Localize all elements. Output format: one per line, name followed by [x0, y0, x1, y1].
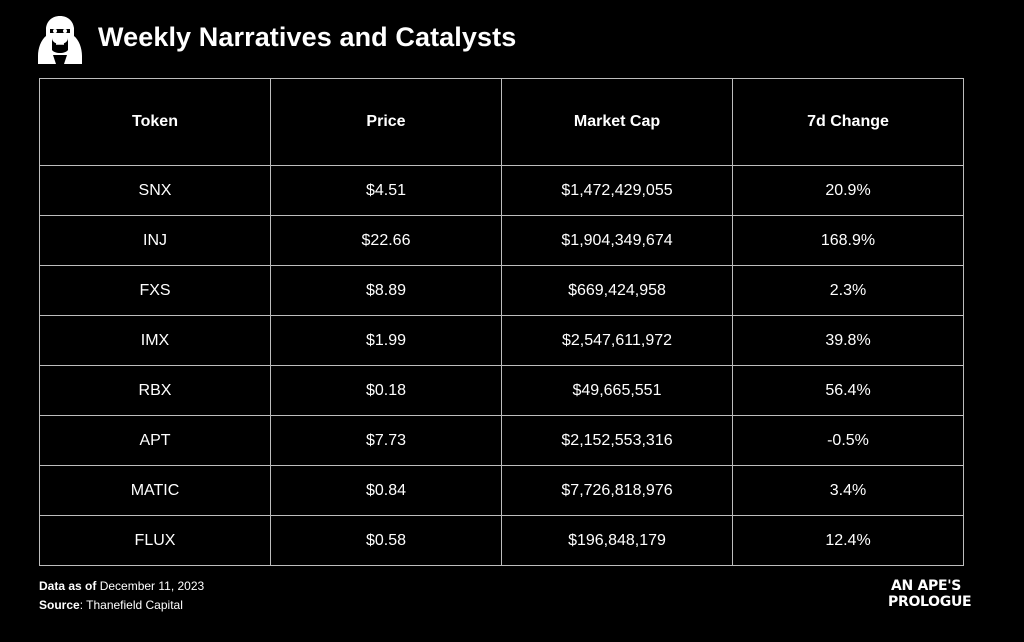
brand-line-2: PROLOGUE	[888, 594, 972, 610]
market-cap-cell: $49,665,551	[501, 365, 733, 416]
table-row: APT $7.73 $2,152,553,316 -0.5%	[39, 415, 964, 466]
column-header-token: Token	[39, 78, 271, 166]
table-row: INJ $22.66 $1,904,349,674 168.9%	[39, 215, 964, 266]
change-cell: 2.3%	[732, 265, 964, 316]
market-cap-cell: $1,472,429,055	[501, 165, 733, 216]
change-cell: 168.9%	[732, 215, 964, 266]
token-cell: RBX	[39, 365, 271, 416]
table-header-row: Token Price Market Cap 7d Change	[39, 78, 964, 166]
change-cell: -0.5%	[732, 415, 964, 466]
table-row: RBX $0.18 $49,665,551 56.4%	[39, 365, 964, 416]
price-cell: $22.66	[270, 215, 502, 266]
price-cell: $4.51	[270, 165, 502, 216]
price-cell: $1.99	[270, 315, 502, 366]
price-cell: $0.58	[270, 515, 502, 566]
token-cell: FXS	[39, 265, 271, 316]
table-row: FLUX $0.58 $196,848,179 12.4%	[39, 515, 964, 566]
market-cap-cell: $2,547,611,972	[501, 315, 733, 366]
price-cell: $0.18	[270, 365, 502, 416]
change-cell: 3.4%	[732, 465, 964, 516]
token-cell: MATIC	[39, 465, 271, 516]
table-row: IMX $1.99 $2,547,611,972 39.8%	[39, 315, 964, 366]
token-table: Token Price Market Cap 7d Change SNX $4.…	[39, 78, 964, 566]
brand-line-1: AN APE'S	[890, 578, 962, 594]
price-cell: $0.84	[270, 465, 502, 516]
price-cell: $8.89	[270, 265, 502, 316]
token-cell: APT	[39, 415, 271, 466]
token-cell: FLUX	[39, 515, 271, 566]
table-row: FXS $8.89 $669,424,958 2.3%	[39, 265, 964, 316]
token-cell: IMX	[39, 315, 271, 366]
market-cap-cell: $1,904,349,674	[501, 215, 733, 266]
table-row: SNX $4.51 $1,472,429,055 20.9%	[39, 165, 964, 216]
ape-head-icon	[38, 16, 82, 64]
change-cell: 12.4%	[732, 515, 964, 566]
column-header-7d-change: 7d Change	[732, 78, 964, 166]
column-header-price: Price	[270, 78, 502, 166]
market-cap-cell: $669,424,958	[501, 265, 733, 316]
price-cell: $7.73	[270, 415, 502, 466]
market-cap-cell: $7,726,818,976	[501, 465, 733, 516]
token-cell: INJ	[39, 215, 271, 266]
column-header-market-cap: Market Cap	[501, 78, 733, 166]
source-note: Source: Thanefield Capital	[39, 598, 183, 612]
change-cell: 39.8%	[732, 315, 964, 366]
source-label: Source	[39, 598, 80, 612]
token-cell: SNX	[39, 165, 271, 216]
data-date-note: Data as of December 11, 2023	[39, 579, 204, 593]
source-value: : Thanefield Capital	[79, 598, 183, 612]
table-row: MATIC $0.84 $7,726,818,976 3.4%	[39, 465, 964, 516]
change-cell: 20.9%	[732, 165, 964, 216]
brand-logo: AN APE'S PROLOGUE	[888, 578, 972, 610]
change-cell: 56.4%	[732, 365, 964, 416]
market-cap-cell: $2,152,553,316	[501, 415, 733, 466]
page-title: Weekly Narratives and Catalysts	[98, 22, 517, 52]
date-value: December 11, 2023	[96, 579, 205, 593]
date-label: Data as of	[39, 579, 97, 593]
market-cap-cell: $196,848,179	[501, 515, 733, 566]
